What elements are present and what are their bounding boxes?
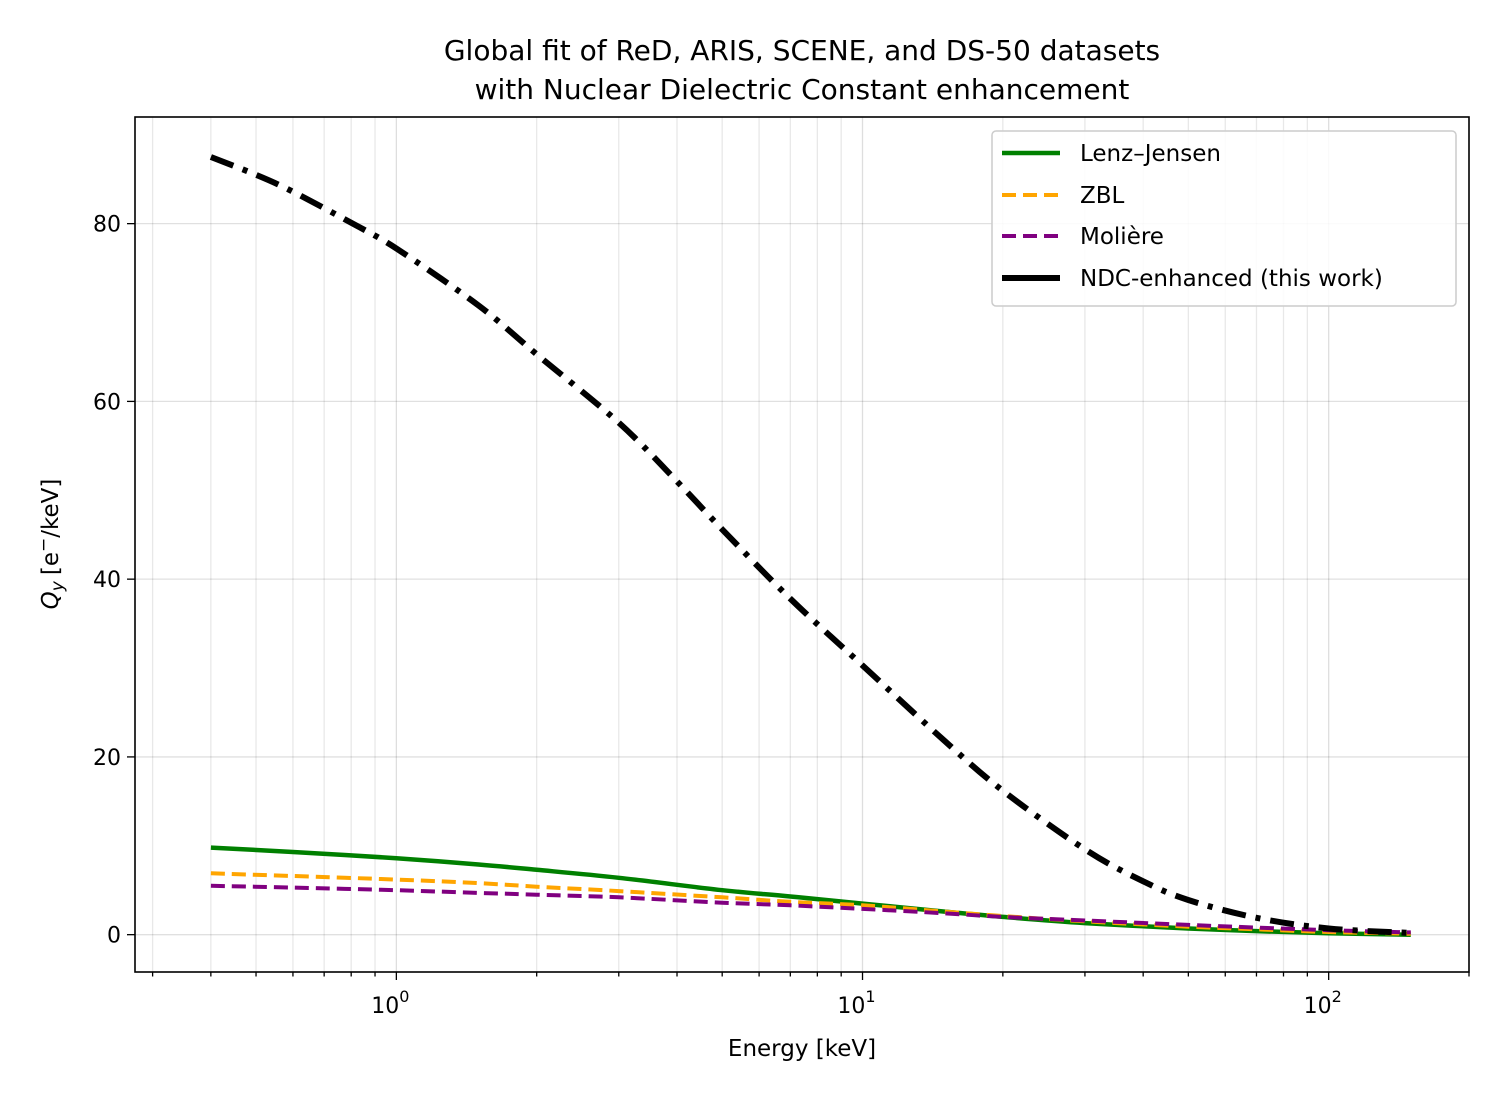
x-tick-label-exponent: 1 [865, 987, 875, 1006]
x-tick-label: 100 [371, 987, 409, 1019]
y-axis-label-symbol: Q [38, 591, 64, 609]
x-tick-label-base: 10 [837, 994, 865, 1019]
x-tick-label-exponent: 2 [1332, 987, 1342, 1006]
x-tick-label-base: 10 [1304, 994, 1332, 1019]
x-tick-label: 102 [1304, 987, 1342, 1019]
y-axis-label-subscript: y [48, 580, 68, 592]
y-axis-label-superscript: − [34, 538, 54, 552]
y-tick-label: 60 [93, 390, 121, 415]
legend-label-zbl: ZBL [1080, 183, 1125, 209]
x-axis-label: Energy [keV] [728, 1036, 876, 1062]
legend-label-ndc-enhanced: NDC-enhanced (this work) [1080, 266, 1383, 292]
series-moliere [210, 883, 1411, 935]
y-tick-label: 20 [93, 746, 121, 771]
y-axis-label-unit: [e [38, 552, 64, 575]
plot-frame [134, 116, 1470, 973]
y-axis-label: Qy [e−/keV] [34, 479, 68, 610]
chart-title-line-1: Global fit of ReD, ARIS, SCENE, and DS-5… [444, 34, 1160, 67]
legend-box [991, 130, 1457, 307]
x-tick-label-exponent: 0 [399, 987, 409, 1006]
series-layer [209, 154, 1411, 937]
y-axis-label-tail: /keV] [38, 479, 64, 538]
legend-label-moliere: Molière [1080, 224, 1164, 250]
chart-title-line-2: with Nuclear Dielectric Constant enhance… [475, 73, 1130, 106]
series-ndc-enhanced [209, 154, 1411, 936]
y-tick-label: 80 [93, 213, 121, 238]
x-tick-label-base: 10 [371, 994, 399, 1019]
y-tick-label: 0 [107, 924, 121, 949]
legend: Lenz–Jensen ZBL Molière NDC-enhanced (th… [991, 130, 1457, 307]
y-tick-label: 40 [93, 568, 121, 593]
x-tick-label: 101 [837, 987, 875, 1019]
legend-label-lenz-jensen: Lenz–Jensen [1080, 141, 1221, 167]
